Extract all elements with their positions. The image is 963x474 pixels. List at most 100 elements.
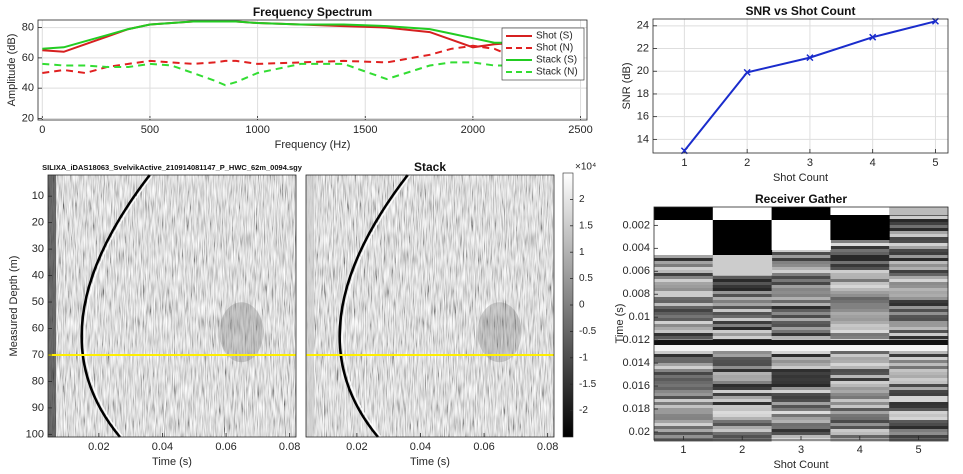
y-tick-label: 18	[637, 88, 649, 100]
y-axis-label: Amplitude (dB)	[6, 34, 18, 107]
y-tick-label: 0.016	[622, 380, 650, 392]
trace-stripe	[889, 231, 949, 235]
trace-stripe	[712, 291, 773, 295]
trace-stripe	[712, 372, 773, 376]
trace-stripe	[830, 375, 890, 379]
chart-title: Receiver Gather	[755, 192, 847, 206]
chart-title: SILIXA_iDAS18063_SvelvikActive_210914081…	[42, 163, 303, 172]
trace-stripe	[889, 381, 949, 385]
y-tick-label: 0.018	[622, 403, 650, 415]
trace-stripe	[830, 354, 890, 358]
trace-stripe	[712, 288, 773, 292]
trace-stripe	[654, 354, 714, 358]
trace-stripe	[830, 327, 890, 331]
trace-stripe	[654, 315, 714, 319]
series-line	[42, 44, 517, 75]
trace-stripe	[889, 267, 949, 271]
trace-stripe	[712, 282, 773, 286]
trace-stripe	[889, 237, 949, 241]
trace-stripe	[889, 426, 949, 430]
marker	[743, 68, 751, 76]
trace-stripe	[712, 354, 773, 358]
y-tick-label: 100	[26, 428, 44, 440]
y-tick-label: 0.01	[629, 311, 650, 323]
trace-stripe	[889, 258, 949, 262]
trace-stripe	[830, 252, 890, 256]
near-offset-band	[306, 175, 314, 437]
x-tick-label: 0.02	[346, 441, 367, 453]
trace-stripe	[889, 396, 949, 400]
trace-stripe	[712, 336, 773, 340]
x-tick-label: 1	[681, 157, 687, 169]
trace-stripe	[889, 327, 949, 331]
colorbar-tick-label: 0	[579, 300, 585, 311]
trace-stripe	[712, 432, 773, 436]
trace-stripe	[712, 312, 773, 316]
trace-stripe	[889, 405, 949, 409]
trace-stripe	[889, 312, 949, 316]
event	[477, 302, 522, 363]
trace-stripe	[830, 288, 890, 292]
trace-stripe	[771, 294, 831, 298]
trace-stripe	[654, 276, 714, 280]
trace-stripe	[712, 420, 773, 424]
trace-stripe	[712, 402, 773, 406]
plot-frame	[47, 174, 297, 438]
trace-stripe	[712, 423, 773, 427]
trace-stripe	[771, 327, 831, 331]
trace-stripe	[654, 261, 714, 265]
trace-stripe	[771, 390, 831, 394]
trace-stripe	[830, 384, 890, 388]
trace-stripe	[889, 243, 949, 247]
trace-stripe	[830, 405, 890, 409]
trace-stripe	[889, 288, 949, 292]
trace-stripe	[654, 426, 714, 430]
trace-stripe	[889, 264, 949, 268]
trace-stripe	[654, 405, 714, 409]
trace-stripe	[712, 387, 773, 391]
trace-stripe	[889, 387, 949, 391]
y-axis-label: Measured Depth (m)	[8, 256, 20, 357]
trace-stripe	[654, 384, 714, 388]
block	[771, 220, 831, 250]
trace-stripe	[830, 402, 890, 406]
trace-stripe	[830, 414, 890, 418]
trace-stripe	[771, 315, 831, 319]
trace-stripe	[654, 321, 714, 325]
trace-stripe	[771, 318, 831, 322]
series-line	[42, 58, 581, 87]
trace-stripe	[889, 369, 949, 373]
y-tick-label: 0.008	[622, 288, 650, 300]
trace-stripe	[654, 396, 714, 400]
trace-stripe	[712, 366, 773, 370]
x-tick-label: 0	[39, 124, 45, 136]
trace-stripe	[654, 318, 714, 322]
trace-stripe	[830, 423, 890, 427]
trace-stripe	[771, 324, 831, 328]
trace-stripe	[654, 414, 714, 418]
trace-stripe	[830, 390, 890, 394]
trace-stripe	[654, 372, 714, 376]
trace-stripe	[889, 252, 949, 256]
trace-stripe	[771, 330, 831, 334]
y-tick-label: 40	[32, 269, 44, 281]
trace-stripe	[771, 333, 831, 337]
trace-stripe	[771, 399, 831, 403]
colorbar-tick-label: 0.5	[579, 273, 593, 284]
trace-stripe	[771, 255, 831, 259]
colorbar-tick-label: 1	[579, 247, 585, 258]
trace-stripe	[830, 264, 890, 268]
y-tick-label: 20	[32, 217, 44, 229]
trace-stripe	[654, 330, 714, 334]
trace-stripe	[654, 333, 714, 337]
trace-stripe	[771, 417, 831, 421]
y-tick-label: 0.006	[622, 265, 650, 277]
block	[830, 215, 890, 240]
trace-stripe	[654, 255, 714, 259]
trace-stripe	[830, 366, 890, 370]
y-tick-label: 24	[637, 20, 649, 32]
trace-stripe	[654, 423, 714, 427]
trace-stripe	[830, 300, 890, 304]
y-tick-label: 0.004	[622, 242, 650, 254]
trace-stripe	[830, 282, 890, 286]
